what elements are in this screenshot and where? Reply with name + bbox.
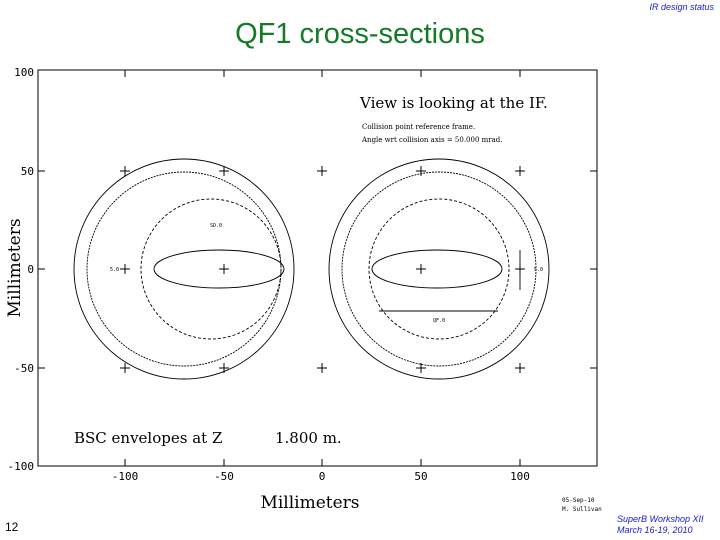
workshop-name: SuperB Workshop XII bbox=[617, 514, 704, 524]
slide-number: 12 bbox=[5, 520, 19, 534]
envelope-note: BSC envelopes at Z bbox=[74, 429, 222, 447]
left-outer-circle bbox=[73, 158, 295, 380]
x-tick-label: 0 bbox=[319, 470, 326, 483]
left-beam-label: 5.0 bbox=[110, 267, 119, 273]
y-tick-label: 50 bbox=[21, 165, 34, 178]
frame-note: Collision point reference frame. bbox=[362, 123, 475, 131]
z-value: 1.800 m. bbox=[275, 429, 342, 447]
x-tick-label: 100 bbox=[510, 470, 530, 483]
right-outer-circle bbox=[328, 158, 550, 380]
right-magnet bbox=[328, 158, 550, 380]
y-tick-label: 0 bbox=[27, 263, 34, 276]
right-middle-circle bbox=[341, 171, 537, 367]
x-tick-label: 50 bbox=[414, 470, 427, 483]
right-inner-circle bbox=[368, 198, 510, 340]
right-beam-label: 5.0 bbox=[534, 267, 543, 273]
y-axis-label: Millimeters bbox=[5, 218, 25, 317]
left-beam-envelope bbox=[153, 249, 285, 289]
y-tick-label: 100 bbox=[14, 66, 34, 79]
left-magnet bbox=[73, 158, 295, 380]
header-note: IR design status bbox=[649, 2, 714, 12]
date-stamp: 05-Sep-10 bbox=[562, 497, 595, 504]
grid-crosses bbox=[120, 166, 525, 373]
x-tick-label: -100 bbox=[112, 470, 139, 483]
left-inner-circle bbox=[140, 198, 282, 340]
right-element-label: QF.0 bbox=[433, 318, 445, 324]
slide-title: QF1 cross-sections bbox=[235, 18, 485, 50]
frame-ticks bbox=[38, 70, 597, 466]
author-stamp: M. Sullivan bbox=[562, 506, 602, 513]
y-tick-label: -50 bbox=[14, 362, 34, 375]
y-tick-label: -100 bbox=[8, 460, 35, 473]
left-element-label: SD.0 bbox=[210, 223, 222, 229]
right-beam-envelope bbox=[371, 249, 503, 289]
x-tick-label: -50 bbox=[214, 470, 234, 483]
footer-note: SuperB Workshop XII March 16-19, 2010 bbox=[617, 514, 704, 536]
angle-note: Angle wrt collision axis = 50.000 mrad. bbox=[361, 136, 503, 144]
plot-frame bbox=[37, 69, 598, 467]
workshop-dates: March 16-19, 2010 bbox=[617, 525, 693, 535]
x-axis-label: Millimeters bbox=[260, 493, 359, 513]
view-note: View is looking at the IF. bbox=[359, 94, 548, 112]
